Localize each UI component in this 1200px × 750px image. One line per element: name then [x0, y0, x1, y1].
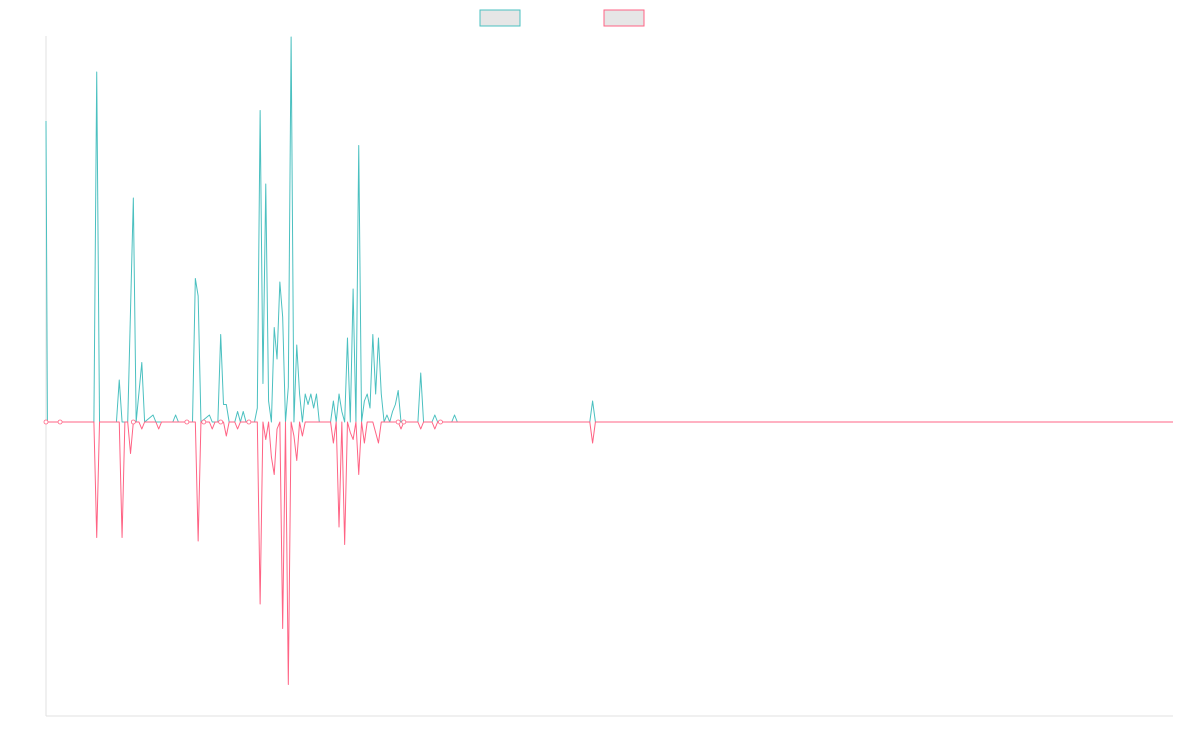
zero-point-8	[395, 419, 401, 425]
zero-point-10	[438, 419, 443, 425]
series-line-1	[45, 36, 1173, 423]
legend[interactable]	[479, 9, 645, 27]
zero-point-1	[43, 419, 49, 425]
axes	[45, 36, 1173, 717]
series-line-2	[46, 421, 1173, 685]
zero-point-9	[401, 419, 407, 425]
zero-point-2	[57, 419, 63, 425]
legend-swatch-2[interactable]	[603, 9, 645, 27]
zero-point-5	[201, 419, 207, 425]
legend-swatch-1[interactable]	[479, 9, 521, 27]
zero-point-7	[246, 419, 252, 425]
zero-point-6	[218, 419, 224, 425]
zero-point-3	[130, 419, 136, 425]
zero-point-4	[184, 419, 190, 425]
zero-markers	[43, 419, 443, 425]
series-layer	[45, 36, 1173, 685]
